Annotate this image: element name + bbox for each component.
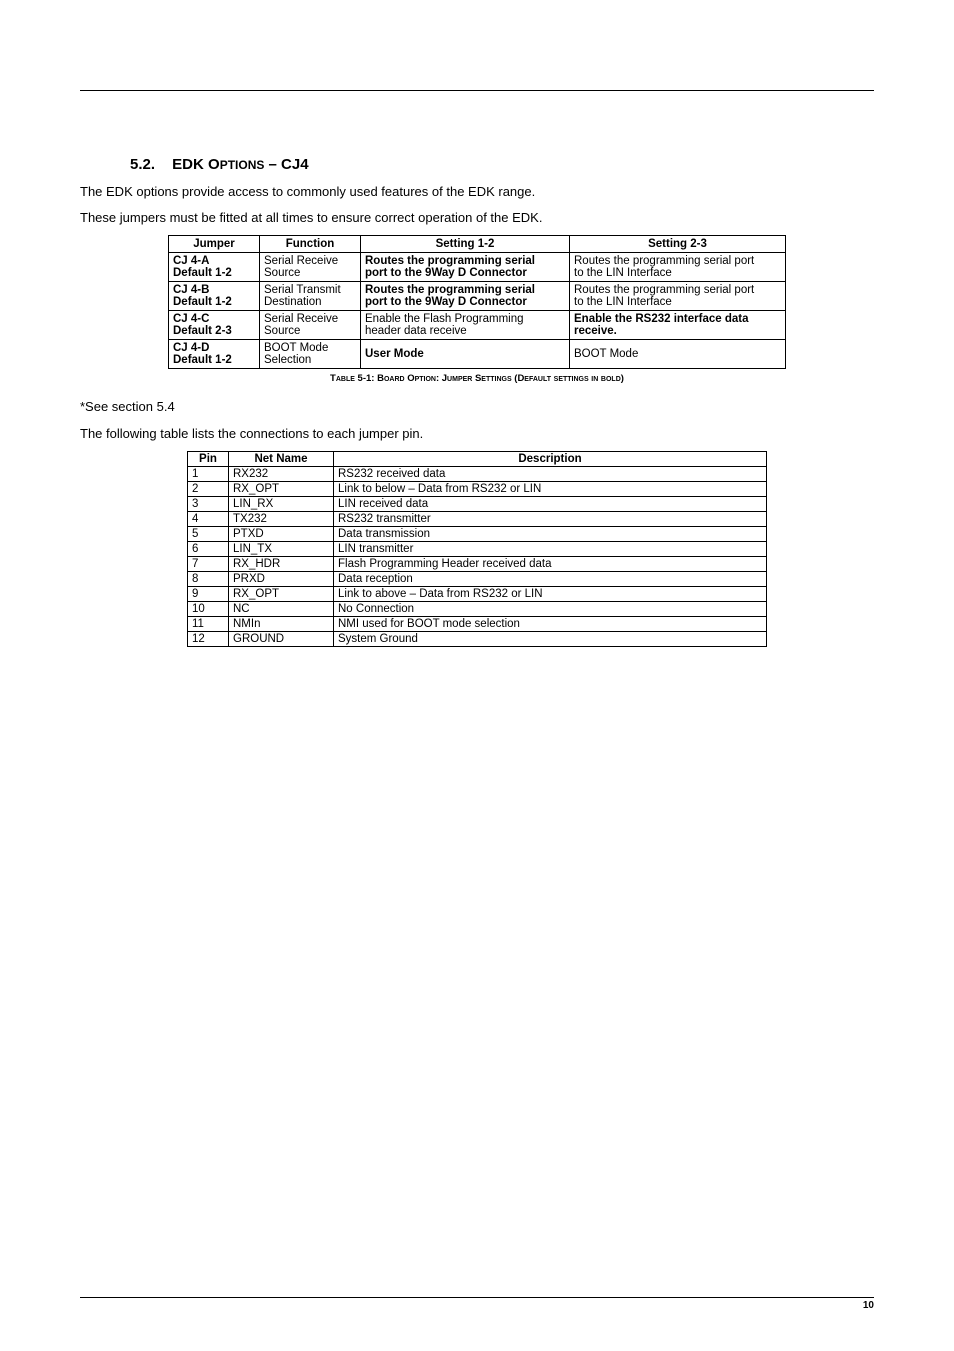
col-jumper: Jumper (169, 236, 260, 253)
description-cell: Link to below – Data from RS232 or LIN (334, 481, 767, 496)
setting23-cell: Routes the programming serial portto the… (570, 253, 786, 282)
netname-cell: RX_OPT (229, 586, 334, 601)
description-cell: RS232 transmitter (334, 511, 767, 526)
jumper-cell: CJ 4-DDefault 1-2 (169, 340, 260, 369)
col-netname: Net Name (229, 451, 334, 466)
table-row: 3LIN_RXLIN received data (188, 496, 767, 511)
intro-paragraph-3: The following table lists the connection… (80, 425, 874, 443)
netname-cell: RX_HDR (229, 556, 334, 571)
description-cell: NMI used for BOOT mode selection (334, 616, 767, 631)
setting12-cell: User Mode (361, 340, 570, 369)
page-number: 10 (80, 1300, 874, 1311)
table-row: CJ 4-ADefault 1-2Serial ReceiveSourceRou… (169, 253, 786, 282)
jumper-cell: CJ 4-CDefault 2-3 (169, 311, 260, 340)
setting23-cell: Routes the programming serial portto the… (570, 282, 786, 311)
pin-cell: 6 (188, 541, 229, 556)
page: 5.2. EDK OPTIONS – CJ4 The EDK options p… (0, 0, 954, 1351)
table-row: 4TX232RS232 transmitter (188, 511, 767, 526)
function-cell: Serial ReceiveSource (260, 253, 361, 282)
setting23-cell: BOOT Mode (570, 340, 786, 369)
netname-cell: TX232 (229, 511, 334, 526)
pin-cell: 2 (188, 481, 229, 496)
description-cell: Flash Programming Header received data (334, 556, 767, 571)
col-setting23: Setting 2-3 (570, 236, 786, 253)
table-row: 5PTXDData transmission (188, 526, 767, 541)
function-cell: Serial ReceiveSource (260, 311, 361, 340)
table-row: 7RX_HDRFlash Programming Header received… (188, 556, 767, 571)
pin-cell: 4 (188, 511, 229, 526)
netname-cell: GROUND (229, 631, 334, 646)
setting12-cell: Routes the programming serialport to the… (361, 253, 570, 282)
section-title-small: PTIONS (220, 158, 265, 172)
section-title-prefix: EDK O (172, 156, 220, 173)
pin-cell: 9 (188, 586, 229, 601)
pin-cell: 12 (188, 631, 229, 646)
table-row: 10NCNo Connection (188, 601, 767, 616)
col-pin: Pin (188, 451, 229, 466)
table-row: 12GROUNDSystem Ground (188, 631, 767, 646)
setting12-cell: Routes the programming serialport to the… (361, 282, 570, 311)
top-rule (80, 90, 874, 91)
netname-cell: LIN_TX (229, 541, 334, 556)
table-row: 6LIN_TXLIN transmitter (188, 541, 767, 556)
netname-cell: PTXD (229, 526, 334, 541)
description-cell: Data transmission (334, 526, 767, 541)
jumper-cell: CJ 4-BDefault 1-2 (169, 282, 260, 311)
pin-cell: 1 (188, 466, 229, 481)
table-row: 8PRXDData reception (188, 571, 767, 586)
col-description: Description (334, 451, 767, 466)
table-caption: Table 5-1: Board Option: Jumper Settings… (80, 373, 874, 384)
section-number: 5.2. (130, 156, 168, 173)
section-heading: 5.2. EDK OPTIONS – CJ4 (80, 156, 874, 173)
pin-cell: 11 (188, 616, 229, 631)
col-setting12: Setting 1-2 (361, 236, 570, 253)
footer: 10 (80, 1297, 874, 1311)
table-row: CJ 4-CDefault 2-3Serial ReceiveSourceEna… (169, 311, 786, 340)
netname-cell: NC (229, 601, 334, 616)
pin-cell: 3 (188, 496, 229, 511)
table-row: 11NMInNMI used for BOOT mode selection (188, 616, 767, 631)
description-cell: Link to above – Data from RS232 or LIN (334, 586, 767, 601)
pin-cell: 10 (188, 601, 229, 616)
jumper-cell: CJ 4-ADefault 1-2 (169, 253, 260, 282)
function-cell: BOOT ModeSelection (260, 340, 361, 369)
table-row: CJ 4-DDefault 1-2BOOT ModeSelectionUser … (169, 340, 786, 369)
pin-cell: 8 (188, 571, 229, 586)
table-row: CJ 4-BDefault 1-2Serial TransmitDestinat… (169, 282, 786, 311)
table-row: 2RX_OPTLink to below – Data from RS232 o… (188, 481, 767, 496)
table-header-row: Jumper Function Setting 1-2 Setting 2-3 (169, 236, 786, 253)
netname-cell: LIN_RX (229, 496, 334, 511)
netname-cell: RX232 (229, 466, 334, 481)
table-row: 1RX232RS232 received data (188, 466, 767, 481)
jumper-settings-table: Jumper Function Setting 1-2 Setting 2-3 … (168, 235, 786, 369)
section-title-suffix: – CJ4 (264, 156, 308, 173)
note-text: *See section 5.4 (80, 398, 874, 416)
table-header-row: Pin Net Name Description (188, 451, 767, 466)
description-cell: System Ground (334, 631, 767, 646)
setting12-cell: Enable the Flash Programmingheader data … (361, 311, 570, 340)
pin-cell: 7 (188, 556, 229, 571)
intro-paragraph-1: The EDK options provide access to common… (80, 183, 874, 201)
description-cell: LIN received data (334, 496, 767, 511)
table-row: 9RX_OPTLink to above – Data from RS232 o… (188, 586, 767, 601)
netname-cell: PRXD (229, 571, 334, 586)
function-cell: Serial TransmitDestination (260, 282, 361, 311)
description-cell: RS232 received data (334, 466, 767, 481)
description-cell: LIN transmitter (334, 541, 767, 556)
setting23-cell: Enable the RS232 interface datareceive. (570, 311, 786, 340)
description-cell: No Connection (334, 601, 767, 616)
pin-connections-table: Pin Net Name Description 1RX232RS232 rec… (187, 451, 767, 647)
description-cell: Data reception (334, 571, 767, 586)
col-function: Function (260, 236, 361, 253)
netname-cell: NMIn (229, 616, 334, 631)
footer-rule (80, 1297, 874, 1298)
intro-paragraph-2: These jumpers must be fitted at all time… (80, 209, 874, 227)
pin-cell: 5 (188, 526, 229, 541)
netname-cell: RX_OPT (229, 481, 334, 496)
